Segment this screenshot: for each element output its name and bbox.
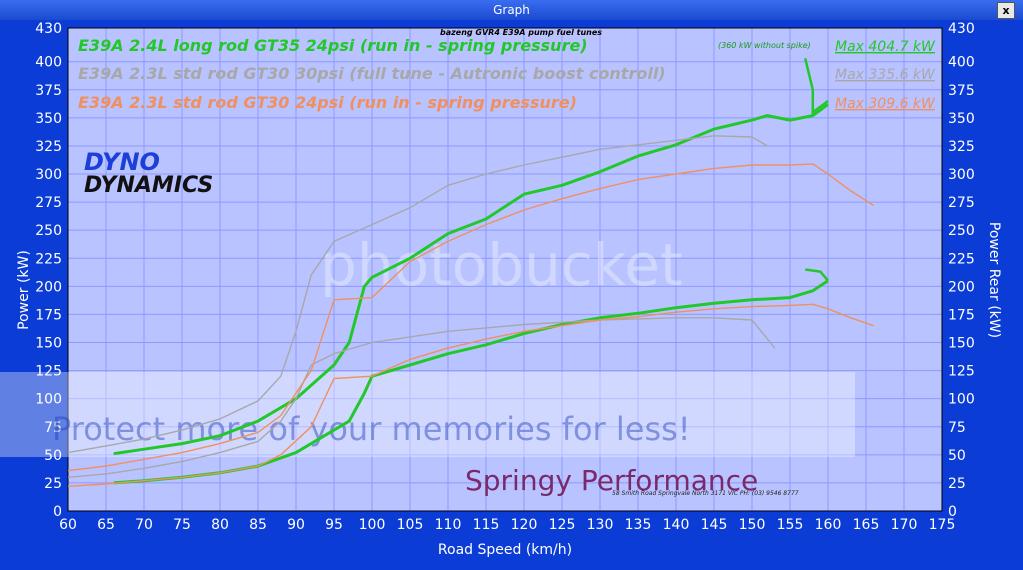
series-1-power-line [113, 103, 829, 456]
legend-entry-1: E39A 2.4L long rod GT35 24psi (run in - … [78, 36, 588, 55]
x-tick-label: 150 [739, 517, 766, 533]
x-tick-label: 105 [397, 517, 424, 533]
x-tick-label: 110 [435, 517, 462, 533]
x-tick-label: 75 [173, 517, 191, 533]
y-tick-label: 125 [35, 364, 62, 380]
max-label-2: Max 335.6 kW [835, 67, 936, 83]
y2-tick-label: 400 [948, 55, 975, 71]
y-tick-label: 0 [53, 504, 62, 520]
top-note: bazeng GVR4 E39A pump fuel tunes [440, 28, 602, 37]
y-axis-label: Power (kW) [16, 250, 32, 330]
y2-tick-label: 50 [948, 448, 966, 464]
chart-frame: 60 65 70 75 80 85 90 95 100 105 110 115 120 125 130 135… [0, 20, 1023, 570]
x-tick-label: 60 [59, 517, 77, 533]
x-tick-label: 140 [663, 517, 690, 533]
y2-tick-label: 100 [948, 392, 975, 408]
x-tick-label: 100 [359, 517, 386, 533]
x-tick-label: 85 [249, 517, 267, 533]
y-tick-label: 250 [35, 223, 62, 239]
x-tick-label: 135 [625, 517, 652, 533]
y2-tick-label: 175 [948, 307, 975, 323]
y2-tick-label: 275 [948, 195, 975, 211]
y-tick-label: 150 [35, 336, 62, 352]
x-tick-label: 155 [777, 517, 804, 533]
x-tick-label: 90 [287, 517, 305, 533]
legend-entry-2: E39A 2.3L std rod GT30 30psi (full tune … [78, 64, 666, 83]
y2-tick-label: 75 [948, 420, 966, 436]
max-label-3: Max 309.6 kW [835, 96, 936, 112]
y-tick-label: 200 [35, 279, 62, 295]
y2-tick-label: 25 [948, 476, 966, 492]
series-3-power-line [67, 163, 874, 472]
y2-tick-label: 430 [948, 21, 975, 37]
series-lines [67, 58, 874, 487]
x-tick-label: 145 [701, 517, 728, 533]
logo: DYNO DYNAMICS [84, 148, 213, 198]
x-tick-label: 95 [325, 517, 343, 533]
x-tick-label: 130 [587, 517, 614, 533]
y-tick-label: 50 [44, 448, 62, 464]
grid-lines [67, 27, 943, 512]
y-tick-label: 225 [35, 251, 62, 267]
logo-line2: DYNAMICS [84, 173, 213, 198]
y-tick-label: 275 [35, 195, 62, 211]
series-2-power-line [67, 135, 768, 454]
shop-name: Springy Performance [465, 464, 758, 497]
x-tick-label: 70 [135, 517, 153, 533]
watermark-band [0, 372, 855, 457]
window-title: Graph [493, 3, 530, 17]
spike-note: (360 kW without spike) [718, 41, 811, 50]
x-tick-label: 80 [211, 517, 229, 533]
watermark-bottom: Protect more of your memories for less! [52, 410, 691, 448]
plot-border [67, 27, 943, 512]
x-tick-label: 115 [473, 517, 500, 533]
y-tick-label: 400 [35, 55, 62, 71]
window-titlebar: Graph x [0, 0, 1023, 20]
y-tick-label: 75 [44, 420, 62, 436]
x-tick-label: 125 [549, 517, 576, 533]
plot-background [68, 28, 942, 511]
y2-tick-label: 0 [948, 504, 957, 520]
x-tick-label: 120 [511, 517, 538, 533]
y2-tick-label: 350 [948, 111, 975, 127]
y2-tick-label: 375 [948, 83, 975, 99]
logo-line1: DYNO [84, 148, 160, 176]
y2-tick-label: 325 [948, 139, 975, 155]
x-axis-label: Road Speed (km/h) [438, 542, 572, 558]
y2-tick-label: 225 [948, 251, 975, 267]
dyno-chart: 60 65 70 75 80 85 90 95 100 105 110 115 120 125 130 135… [0, 21, 1002, 558]
y2-tick-label: 300 [948, 167, 975, 183]
axis-ticks: 60 65 70 75 80 85 90 95 100 105 110 115 120 125 130 135… [35, 21, 974, 533]
x-tick-label: 65 [97, 517, 115, 533]
y2-axis-label: Power Rear (kW) [986, 222, 1002, 338]
shop-address: 58 Smith Road Springvale North 3171 VIC … [612, 490, 799, 497]
y-tick-label: 175 [35, 307, 62, 323]
y-tick-label: 300 [35, 167, 62, 183]
y2-tick-label: 125 [948, 364, 975, 380]
y-tick-label: 375 [35, 83, 62, 99]
series-2-rear-line [67, 317, 776, 478]
y-tick-label: 100 [35, 392, 62, 408]
legend: E39A 2.4L long rod GT35 24psi (run in - … [78, 36, 936, 112]
x-tick-label: 175 [929, 517, 956, 533]
y-tick-label: 430 [35, 21, 62, 37]
series-1-spike [803, 58, 829, 115]
max-label-1: Max 404.7 kW [835, 39, 936, 55]
legend-entry-3: E39A 2.3L std rod GT30 24psi (run in - s… [78, 93, 577, 112]
y-tick-label: 350 [35, 111, 62, 127]
close-button[interactable]: x [997, 2, 1015, 19]
y2-tick-label: 250 [948, 223, 975, 239]
y-tick-label: 325 [35, 139, 62, 155]
series-1-rear-spike [805, 268, 829, 282]
y-tick-label: 25 [44, 476, 62, 492]
y2-tick-label: 200 [948, 279, 975, 295]
series-3-rear-line [67, 303, 874, 487]
y2-tick-label: 150 [948, 336, 975, 352]
x-tick-label: 170 [891, 517, 918, 533]
x-tick-label: 165 [853, 517, 880, 533]
x-tick-label: 160 [815, 517, 842, 533]
watermark-top: photobucket [320, 231, 683, 299]
